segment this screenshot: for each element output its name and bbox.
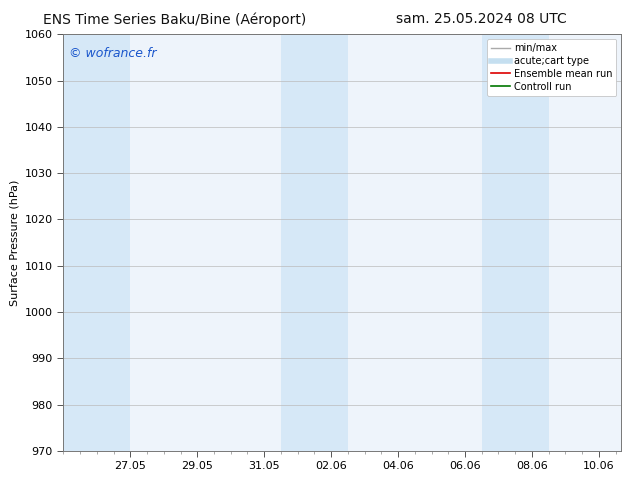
Text: © wofrance.fr: © wofrance.fr	[69, 47, 157, 60]
Bar	[63, 34, 131, 451]
Text: ENS Time Series Baku/Bine (Aéroport): ENS Time Series Baku/Bine (Aéroport)	[42, 12, 306, 27]
Y-axis label: Surface Pressure (hPa): Surface Pressure (hPa)	[10, 179, 19, 306]
Text: sam. 25.05.2024 08 UTC: sam. 25.05.2024 08 UTC	[396, 12, 567, 26]
Bar	[482, 34, 548, 451]
Bar	[281, 34, 348, 451]
Legend: min/max, acute;cart type, Ensemble mean run, Controll run: min/max, acute;cart type, Ensemble mean …	[487, 39, 616, 96]
